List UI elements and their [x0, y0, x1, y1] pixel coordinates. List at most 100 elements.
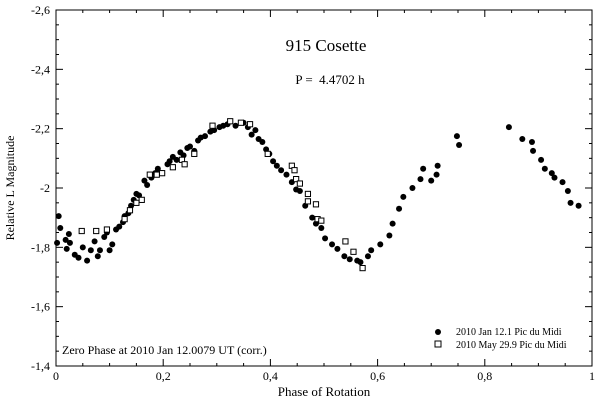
data-point-circle	[54, 239, 61, 246]
x-tick-label: 0,4	[263, 369, 278, 383]
data-point-circle	[434, 162, 441, 169]
plot-frame	[55, 9, 593, 367]
data-point-circle	[166, 158, 173, 165]
data-point-circle	[551, 174, 558, 181]
data-point-circle	[346, 256, 353, 263]
y-tick-label: -2,2	[31, 122, 50, 136]
data-point-circle	[94, 253, 101, 260]
data-point-circle	[368, 247, 375, 254]
chart-title: 915 Cosette	[286, 36, 367, 55]
data-point-square	[237, 119, 245, 126]
data-point-square	[103, 226, 111, 233]
data-point-circle	[55, 213, 62, 220]
x-tick-labels: 0 0,2 0,4 0,6 0,8 1	[53, 369, 595, 383]
data-point-circle	[62, 236, 69, 243]
data-point-square	[133, 199, 140, 206]
legend-label-series-1: 2010 Jan 12.1 Pic du Midi	[456, 327, 562, 338]
data-point-square	[159, 170, 166, 177]
data-point-square	[169, 164, 176, 171]
data-point-circle	[259, 139, 266, 146]
y-tick-label: -1,6	[31, 300, 50, 314]
zero-phase-annotation: Zero Phase at 2010 Jan 12.0079 UT (corr.…	[62, 343, 267, 357]
data-point-circle	[541, 165, 548, 172]
data-point-circle	[91, 238, 98, 245]
data-point-circle	[453, 133, 460, 140]
data-point-circle	[232, 122, 239, 129]
legend-marker-series-1	[435, 329, 441, 335]
data-point-circle	[538, 156, 545, 163]
data-point-square	[293, 176, 300, 183]
y-tick-label: -2,6	[31, 3, 50, 17]
data-point-circle	[202, 133, 209, 140]
data-point-circle	[75, 254, 82, 261]
data-point-circle	[65, 230, 72, 237]
legend: 2010 Jan 12.1 Pic du Midi 2010 May 29.9 …	[434, 327, 567, 351]
y-tick-labels: -2,6 -2,4 -2,2 -2 -1,8 -1,6 -1,4	[31, 3, 50, 373]
axis-ticks	[55, 9, 593, 367]
data-point-circle	[334, 245, 341, 252]
y-axis-label: Relative L Magnitude	[3, 136, 17, 241]
data-point-circle	[296, 187, 303, 194]
data-point-circle	[386, 232, 393, 239]
data-point-square	[304, 198, 312, 205]
y-tick-label: -2	[40, 181, 50, 195]
data-point-square	[304, 190, 312, 198]
data-points	[54, 118, 582, 272]
data-point-circle	[309, 214, 316, 221]
y-tick-label: -1,4	[31, 359, 50, 373]
data-point-square	[246, 121, 254, 128]
data-point-circle	[548, 170, 555, 177]
data-point-circle	[116, 223, 123, 230]
data-point-circle	[84, 257, 91, 264]
data-point-circle	[270, 158, 277, 165]
x-tick-label: 0	[53, 369, 59, 383]
data-point-circle	[57, 225, 64, 232]
data-point-circle	[377, 241, 384, 248]
data-point-square	[264, 150, 271, 157]
data-point-circle	[364, 253, 371, 260]
data-point-square	[121, 216, 128, 223]
data-point-circle	[96, 247, 103, 254]
data-point-square	[342, 238, 349, 245]
data-point-square	[350, 248, 357, 255]
data-point-circle	[505, 124, 512, 131]
data-point-circle	[87, 247, 94, 254]
data-point-circle	[329, 241, 336, 248]
data-point-square	[78, 227, 85, 235]
x-tick-label: 1	[589, 369, 595, 383]
period-label: P = 4.4702 h	[295, 72, 365, 87]
data-point-circle	[433, 171, 440, 178]
data-point-square	[312, 201, 320, 208]
data-point-circle	[428, 177, 435, 184]
data-point-circle	[109, 241, 116, 248]
data-point-circle	[396, 205, 403, 212]
data-point-square	[318, 217, 325, 224]
data-point-square	[191, 150, 198, 157]
data-point-circle	[322, 235, 329, 242]
data-point-circle	[144, 182, 151, 189]
data-point-square	[126, 207, 134, 214]
data-point-circle	[79, 244, 86, 251]
x-tick-label: 0,2	[156, 369, 171, 383]
data-point-circle	[519, 136, 526, 143]
data-point-circle	[530, 147, 537, 154]
data-point-square	[296, 180, 303, 187]
data-point-circle	[252, 127, 259, 134]
data-point-square	[153, 171, 160, 178]
data-point-circle	[389, 220, 396, 227]
data-point-circle	[173, 156, 180, 163]
data-point-circle	[141, 177, 148, 184]
data-point-square	[227, 118, 234, 125]
data-point-circle	[420, 165, 427, 172]
data-point-circle	[559, 179, 566, 186]
data-point-circle	[341, 253, 348, 260]
data-point-circle	[278, 167, 285, 174]
data-point-square	[209, 122, 216, 129]
x-tick-label: 0,6	[370, 369, 385, 383]
x-axis-label: Phase of Rotation	[278, 384, 371, 399]
data-point-circle	[564, 187, 571, 194]
data-point-circle	[575, 202, 582, 209]
data-point-circle	[66, 239, 73, 246]
data-point-circle	[400, 193, 407, 200]
